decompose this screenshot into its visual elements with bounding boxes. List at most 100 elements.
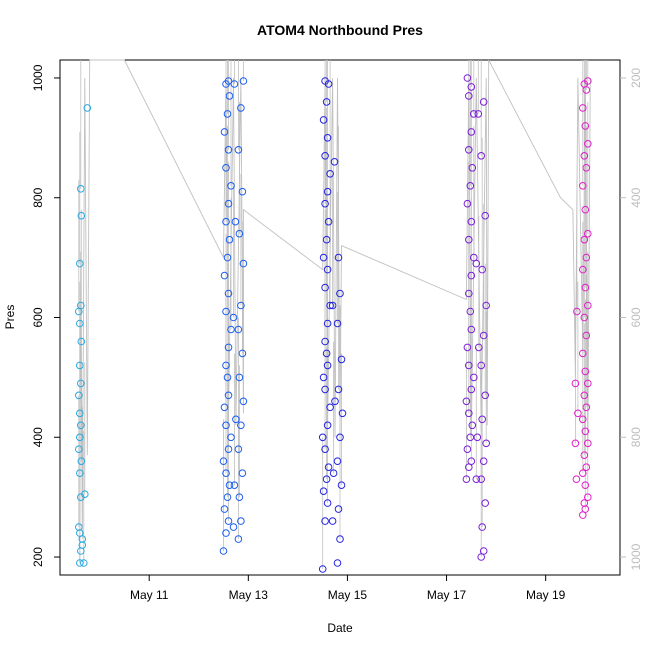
data-point	[230, 481, 239, 490]
data-point	[319, 487, 328, 496]
data-point	[330, 158, 339, 166]
data-point	[581, 205, 590, 214]
data-point	[579, 415, 587, 424]
data-point	[234, 445, 243, 454]
data-point	[321, 517, 329, 525]
data-point	[224, 77, 233, 85]
data-point	[463, 343, 472, 352]
data-point	[477, 361, 486, 370]
data-point	[467, 128, 476, 136]
data-point	[478, 265, 487, 274]
data-point	[229, 313, 238, 322]
data-point	[582, 164, 591, 172]
y-tick-label: 200	[31, 547, 45, 567]
data-point	[584, 493, 592, 502]
data-point	[468, 164, 477, 172]
data-point	[224, 289, 233, 298]
data-point	[584, 140, 592, 148]
data-point	[219, 547, 228, 555]
data-point	[234, 146, 243, 154]
data-point	[481, 391, 490, 400]
data-point	[582, 463, 591, 472]
data-point	[225, 481, 234, 490]
data-point	[475, 343, 483, 352]
data-point	[322, 98, 331, 106]
data-point	[323, 265, 332, 274]
data-point	[322, 349, 331, 358]
data-point	[223, 110, 232, 118]
data-point	[581, 481, 590, 490]
data-point	[323, 187, 332, 196]
data-point	[225, 92, 234, 100]
data-point	[580, 499, 589, 507]
data-point	[222, 361, 230, 370]
data-point	[238, 349, 247, 358]
data-point	[238, 187, 247, 196]
data-point	[463, 445, 472, 454]
data-point	[322, 235, 331, 244]
data-point	[333, 457, 342, 466]
data-point	[225, 235, 234, 244]
data-point	[579, 349, 587, 358]
data-point	[481, 211, 490, 220]
data-point	[478, 415, 487, 424]
data-point	[465, 235, 473, 244]
data-point	[328, 301, 337, 310]
x-tick-label: May 19	[526, 588, 566, 602]
data-point	[465, 289, 473, 298]
data-point	[77, 211, 86, 220]
path-line-layer	[79, 59, 591, 564]
data-point	[481, 499, 490, 507]
y2-tick-label: 200	[629, 68, 643, 88]
data-point	[573, 307, 581, 316]
data-point	[76, 433, 84, 442]
y2-tick-label: 400	[629, 187, 643, 207]
data-point	[321, 337, 329, 346]
data-point	[323, 421, 332, 430]
data-point	[76, 319, 84, 328]
data-point	[478, 523, 487, 531]
data-point	[472, 475, 481, 484]
data-point	[76, 559, 84, 567]
data-point	[223, 493, 232, 502]
data-point	[318, 565, 327, 573]
path-line	[79, 59, 591, 564]
data-point	[222, 164, 230, 172]
data-point	[462, 397, 471, 406]
data-point	[473, 433, 482, 442]
data-point	[462, 475, 471, 484]
data-point	[81, 490, 89, 499]
data-point	[580, 451, 589, 460]
y-tick-label: 1000	[31, 64, 45, 91]
data-point	[582, 403, 591, 412]
data-point	[331, 397, 339, 406]
data-point	[235, 493, 244, 502]
data-point	[580, 152, 589, 160]
data-point	[224, 445, 233, 454]
data-point	[222, 529, 230, 537]
data-point	[75, 391, 83, 400]
data-point	[326, 403, 334, 412]
data-point	[224, 343, 233, 352]
data-point	[76, 469, 84, 478]
data-point	[579, 182, 587, 190]
data-point	[323, 134, 332, 142]
y2-tick-label: 800	[629, 427, 643, 447]
data-point	[231, 217, 240, 226]
data-point	[467, 325, 476, 334]
data-point	[76, 361, 84, 370]
x-tick-label: May 17	[427, 588, 467, 602]
data-point	[477, 475, 486, 484]
y-axis-right: 200 400 600 800 1000	[620, 68, 643, 570]
y2-tick-label: 600	[629, 307, 643, 327]
y-tick-label: 800	[31, 187, 45, 207]
data-point	[230, 80, 239, 88]
data-point	[466, 182, 475, 190]
data-point	[580, 235, 589, 244]
data-point	[479, 547, 488, 555]
data-point	[223, 253, 232, 262]
data-point	[220, 403, 229, 412]
data-point	[326, 301, 334, 310]
data-point	[328, 517, 337, 525]
